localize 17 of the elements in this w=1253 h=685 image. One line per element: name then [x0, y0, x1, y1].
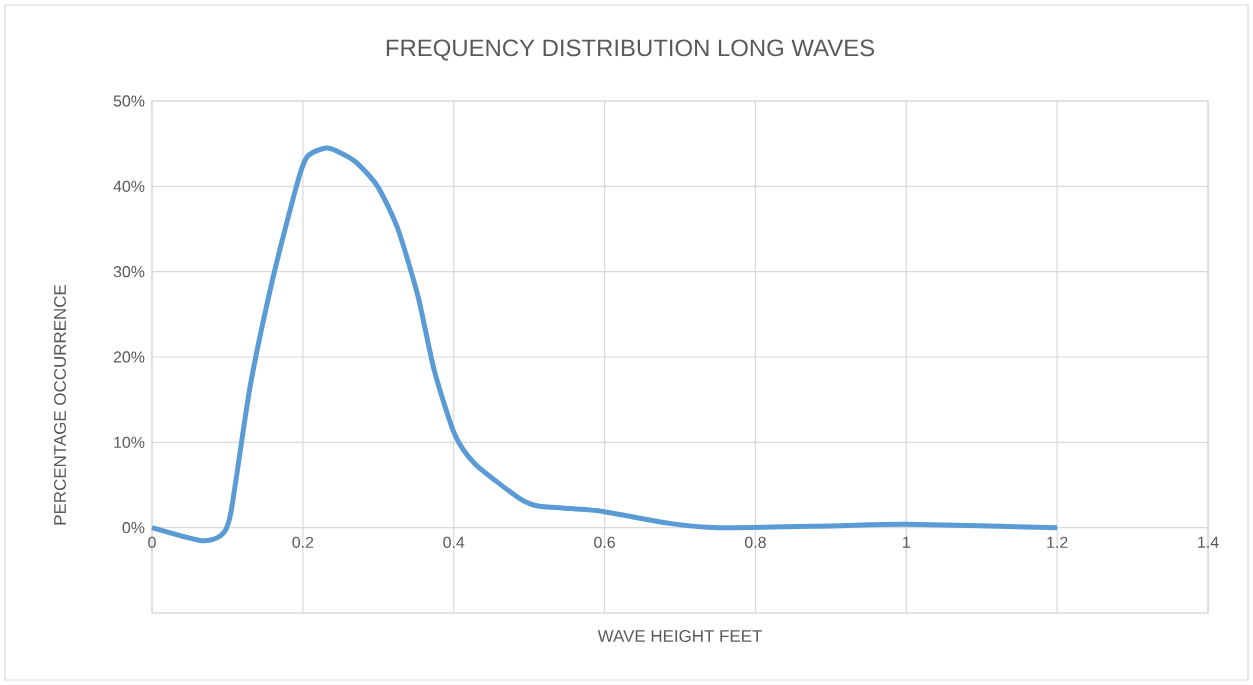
x-tick-label: 0.2 [292, 536, 314, 548]
y-tick-label: 50% [113, 95, 145, 107]
y-tick-label: 40% [113, 180, 145, 192]
y-tick-label: 10% [114, 436, 145, 448]
x-tick-label: 0.4 [443, 536, 465, 548]
x-tick-label: 0.8 [744, 536, 766, 548]
y-axis-title: PERCENTAGE OCCURRENCE [54, 285, 66, 525]
x-axis-title: WAVE HEIGHT FEET [597, 630, 762, 642]
y-tick-label: 20% [113, 351, 145, 363]
x-tick-label: 1.2 [1047, 536, 1068, 548]
x-tick-label: 0.6 [594, 536, 615, 548]
chart-title: FREQUENCY DISTRIBUTION LONG WAVES [386, 39, 875, 61]
x-tick-label: 1.4 [1198, 536, 1219, 548]
y-tick-label: 30% [113, 266, 145, 278]
x-tick-label: 0 [148, 536, 156, 548]
y-tick-label: 0% [122, 522, 145, 534]
x-tick-label: 1 [903, 536, 910, 548]
